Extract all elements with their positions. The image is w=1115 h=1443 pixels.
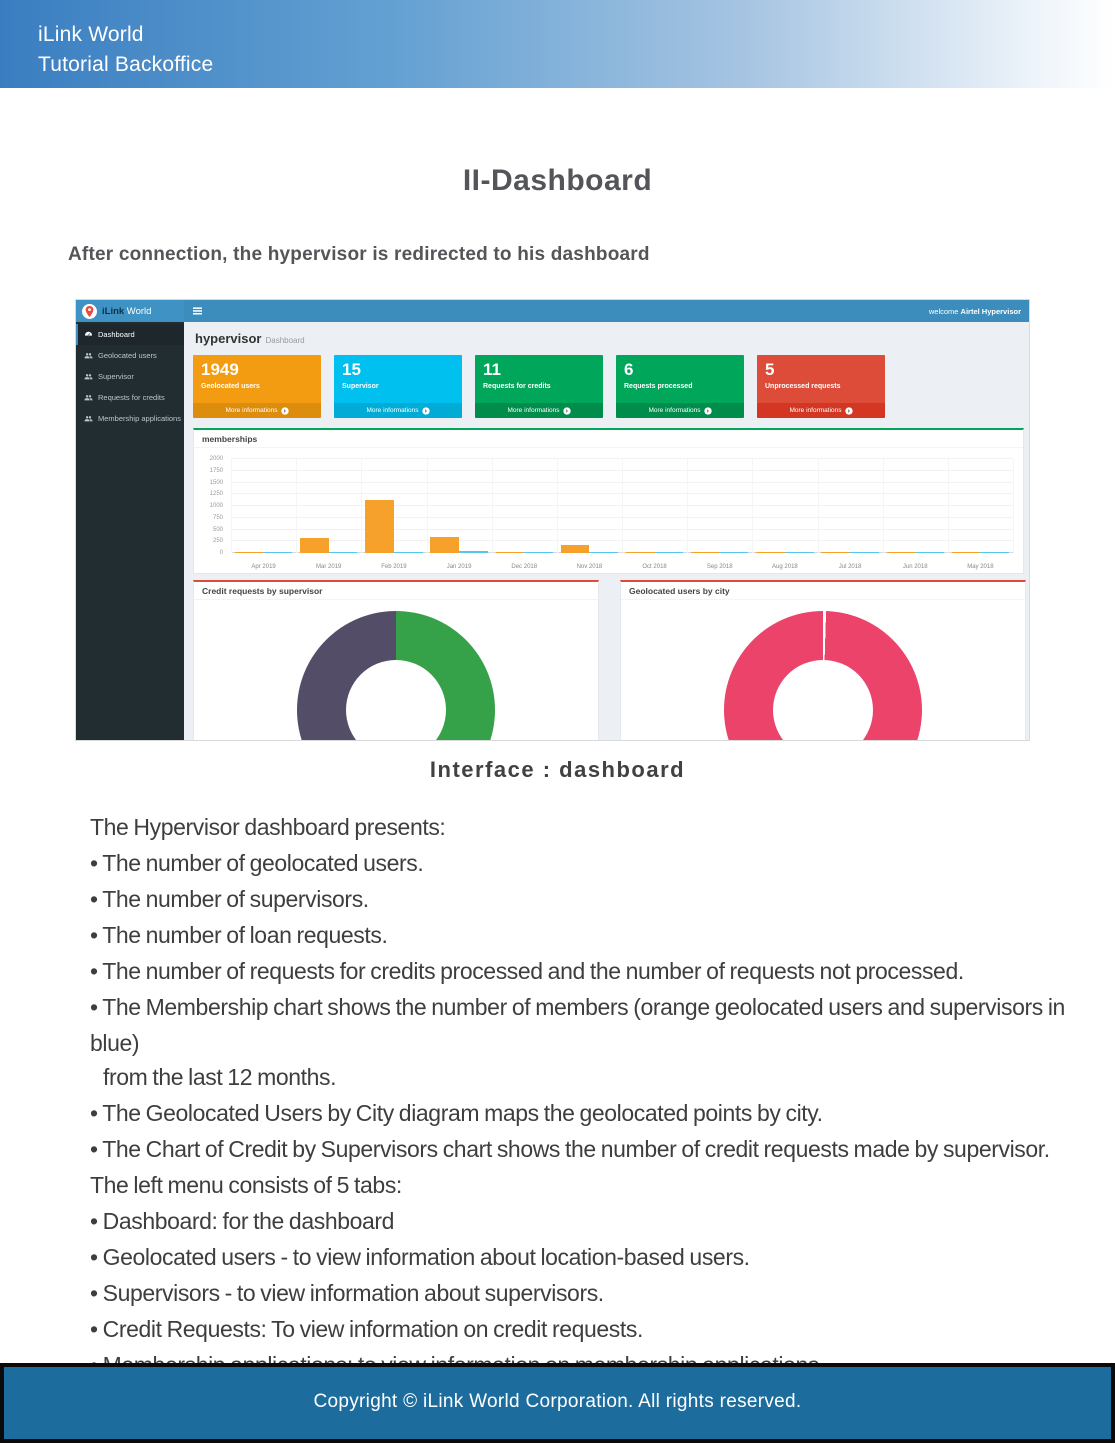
body-line: The Hypervisor dashboard presents: — [90, 814, 446, 840]
body-line: • The number of geolocated users. — [90, 850, 424, 876]
content-heading: hypervisor Dashboard — [195, 330, 1020, 348]
users-icon — [84, 353, 93, 359]
body-line: • Dashboard: for the dashboard — [90, 1208, 395, 1234]
x-axis-labels: Apr 2019 Mar 2019 Feb 2019 Jan 2019 Dec 2018… — [251, 564, 994, 570]
body-line: • The number of requests for credits pro… — [90, 958, 964, 984]
content-subtitle: Dashboard — [265, 336, 305, 345]
body-line: • The number of supervisors. — [90, 886, 369, 912]
credit-requests-box: Credit requests by supervisor — [193, 580, 599, 740]
stat-value: 11 — [483, 360, 501, 379]
body-line: The left menu consists of 5 tabs: — [90, 1172, 402, 1198]
stat-value: 5 — [765, 360, 775, 379]
page-banner: iLink World Tutorial Backoffice — [0, 0, 1115, 88]
sidebar-item-geolocated-users[interactable]: Geolocated users — [76, 345, 184, 366]
more-informations-button[interactable]: More informations — [616, 403, 744, 418]
arrow-circle-right-icon — [844, 406, 853, 415]
memberships-box: memberships 0 250 500 750 1000 1250 1500 1750 20… — [193, 428, 1024, 574]
stat-label: Unprocessed requests — [765, 383, 841, 390]
arrow-circle-right-icon — [703, 406, 712, 415]
screenshot-caption: Interface : dashboard — [429, 757, 686, 782]
dashboard-icon — [85, 331, 92, 337]
top-navbar: iLink World welcome Airtel Hypervisor — [76, 300, 1029, 322]
donut-boxes-row: Credit requests by supervisor Geolocated… — [193, 580, 1026, 740]
stat-value: 1949 — [201, 360, 239, 379]
body-line: • The Geolocated Users by City diagram m… — [90, 1100, 823, 1126]
content-title: hypervisor — [195, 331, 262, 346]
users-icon — [84, 416, 93, 422]
body-line: • Credit Requests: To view information o… — [90, 1316, 643, 1342]
stat-label: Requests for credits — [483, 383, 551, 390]
sidebar-menu: Dashboard Geolocated users Supervisor Re… — [76, 322, 184, 740]
sidebar-item-requests-for-credits[interactable]: Requests for credits — [76, 387, 184, 408]
arrow-circle-right-icon — [280, 406, 289, 415]
stat-card-supervisor: 15 Supervisor More informations — [334, 355, 462, 418]
intro-text: After connection, the hypervisor is redi… — [68, 244, 650, 265]
more-informations-button[interactable]: More informations — [475, 403, 603, 418]
sidebar-item-supervisor[interactable]: Supervisor — [76, 366, 184, 387]
stat-card-unprocessed-requests: 5 Unprocessed requests More informations — [757, 355, 885, 418]
donut-hole — [773, 660, 873, 740]
hamburger-menu-icon[interactable] — [193, 307, 202, 315]
stat-label: Requests processed — [624, 383, 693, 390]
body-line: • The Membership chart shows the number … — [90, 994, 1065, 1056]
stat-cards-row: 1949 Geolocated users More informations … — [193, 355, 1020, 418]
banner-line1: iLink World — [38, 23, 144, 46]
body-line: • Geolocated users - to view information… — [90, 1244, 750, 1270]
map-pin-icon — [82, 303, 97, 319]
sidebar-item-dashboard[interactable]: Dashboard — [76, 324, 184, 345]
stat-value: 6 — [624, 360, 634, 379]
stat-card-requests-processed: 6 Requests processed More informations — [616, 355, 744, 418]
stat-value: 15 — [342, 360, 361, 379]
geolocated-users-box-title: Geolocated users by city — [621, 582, 1025, 600]
chart-plot-area — [231, 458, 1014, 553]
memberships-bar-chart: 0 250 500 750 1000 1250 1500 1750 2000 Apr 2019 M… — [200, 448, 1017, 570]
geolocated-users-box: Geolocated users by city — [620, 580, 1026, 740]
users-icon — [84, 395, 93, 401]
body-line: from the last 12 months. — [103, 1064, 337, 1090]
more-informations-button[interactable]: More informations — [334, 403, 462, 418]
body-line: • The number of loan requests. — [90, 922, 388, 948]
arrow-circle-right-icon — [421, 406, 430, 415]
sidebar-item-membership-applications[interactable]: Membership applications — [76, 408, 184, 429]
banner-line2: Tutorial Backoffice — [38, 53, 214, 76]
body-line: • Supervisors - to view information abou… — [90, 1280, 604, 1306]
users-icon — [84, 374, 93, 380]
memberships-box-title: memberships — [194, 430, 1023, 448]
credit-requests-box-title: Credit requests by supervisor — [194, 582, 598, 600]
brand-name: iLink World — [102, 305, 152, 317]
dashboard-screenshot: iLink World welcome Airtel Hypervisor Da… — [75, 299, 1030, 741]
more-informations-button[interactable]: More informations — [757, 403, 885, 418]
arrow-circle-right-icon — [562, 406, 571, 415]
body-text: The Hypervisor dashboard presents: • The … — [90, 809, 1075, 1383]
brand-logo[interactable]: iLink World — [76, 300, 184, 322]
donut-hole — [346, 660, 446, 740]
body-line: • The Chart of Credit by Supervisors cha… — [90, 1136, 1050, 1162]
page-title: II-Dashboard — [462, 164, 653, 197]
stat-label: Supervisor — [342, 383, 379, 390]
credit-requests-donut-chart — [297, 611, 495, 740]
dashboard-content: hypervisor Dashboard 1949 Geolocated user… — [184, 322, 1029, 740]
stat-card-geolocated-users: 1949 Geolocated users More informations — [193, 355, 321, 418]
stat-label: Geolocated users — [201, 383, 260, 390]
more-informations-button[interactable]: More informations — [193, 403, 321, 418]
stat-card-requests-for-credits: 11 Requests for credits More information… — [475, 355, 603, 418]
geolocated-users-donut-chart — [724, 611, 922, 740]
page-footer: Copyright © iLink World Corporation. All… — [0, 1363, 1115, 1443]
y-axis-labels: 0 250 500 750 1000 1250 1500 1750 2000 — [209, 456, 223, 556]
welcome-user[interactable]: welcome Airtel Hypervisor — [928, 306, 1021, 316]
